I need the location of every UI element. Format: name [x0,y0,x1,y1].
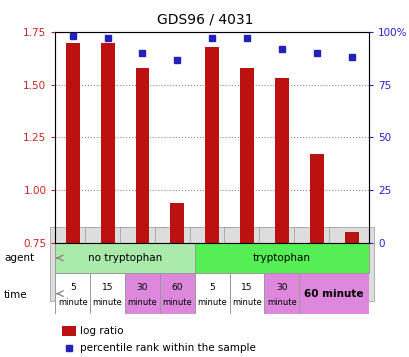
Bar [101,42,115,243]
Text: minute: minute [197,298,227,307]
Bar [205,47,219,243]
Text: 15: 15 [240,283,252,292]
Bar [62,326,76,336]
Bar [194,243,368,273]
Text: minute: minute [266,298,296,307]
Bar [135,68,149,243]
Text: minute: minute [58,298,88,307]
Text: 30: 30 [136,283,148,292]
Text: 60: 60 [171,283,183,292]
Bar [309,154,323,243]
Bar [170,203,184,243]
Text: 30: 30 [275,283,287,292]
Text: minute: minute [162,298,192,307]
Bar [55,243,194,273]
Text: 15: 15 [101,283,113,292]
Text: 5: 5 [209,283,215,292]
Text: 60 minute: 60 minute [303,288,363,299]
Text: agent: agent [4,253,34,263]
Text: minute: minute [92,298,122,307]
Bar [274,79,288,243]
Bar [240,68,253,243]
Bar [65,42,79,243]
Text: tryptophan: tryptophan [252,253,310,263]
Text: 5: 5 [70,283,76,292]
Bar [90,273,125,314]
Text: log ratio: log ratio [79,326,123,336]
Text: no tryptophan: no tryptophan [88,253,162,263]
Bar [229,273,264,314]
Bar [299,273,368,314]
Bar [344,232,357,243]
Text: minute: minute [231,298,261,307]
Text: percentile rank within the sample: percentile rank within the sample [79,343,255,353]
Bar [264,273,299,314]
Text: time: time [4,290,28,300]
Bar [55,273,90,314]
Text: GDS96 / 4031: GDS96 / 4031 [156,12,253,26]
Text: minute: minute [127,298,157,307]
Bar [160,273,194,314]
Bar [125,273,160,314]
Bar [194,273,229,314]
